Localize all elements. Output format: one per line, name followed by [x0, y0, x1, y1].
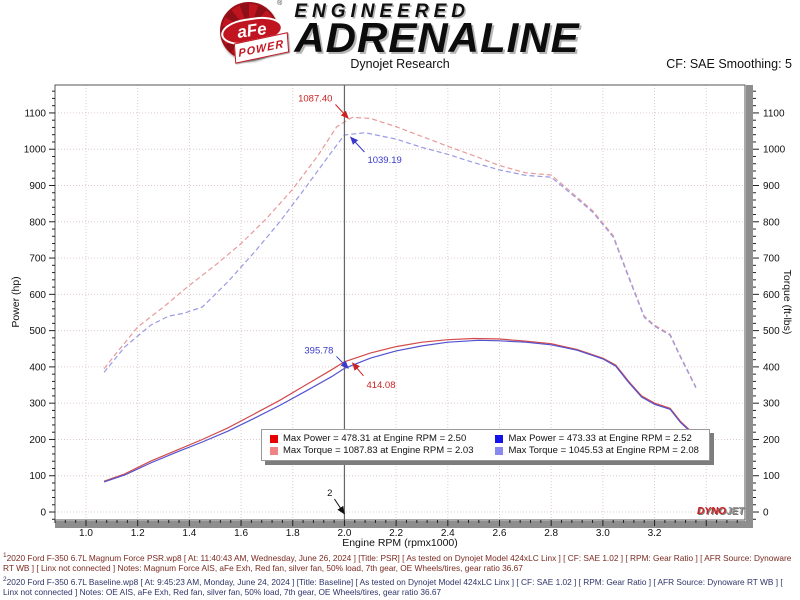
svg-text:2.8: 2.8	[544, 528, 558, 539]
legend-swatch-icon	[270, 434, 278, 443]
svg-text:0: 0	[763, 508, 769, 519]
legend: Max Power = 478.31 at Engine RPM = 2.50 M…	[261, 429, 710, 461]
legend-item-label: Max Power = 478.31 at Engine RPM = 2.50	[283, 433, 467, 444]
brand-engineered: ENGINEERED	[294, 1, 470, 22]
x-axis-label: Engine RPM (rpmx1000)	[342, 537, 458, 549]
legend-swatch-icon	[270, 446, 278, 455]
svg-text:600: 600	[763, 290, 780, 301]
svg-text:1.2: 1.2	[131, 528, 145, 539]
legend-item-label: Max Power = 473.33 at Engine RPM = 2.52	[508, 433, 692, 444]
run2-description: 22020 Ford F-350 6.7L Baseline.wp8 [ At:…	[3, 575, 783, 598]
legend-item: Max Power = 478.31 at Engine RPM = 2.50	[270, 433, 473, 444]
svg-text:2.4: 2.4	[441, 528, 455, 539]
svg-text:1.6: 1.6	[234, 528, 248, 539]
svg-text:2.2: 2.2	[389, 528, 403, 539]
svg-text:1.8: 1.8	[286, 528, 300, 539]
svg-text:500: 500	[29, 326, 46, 337]
legend-item: Max Torque = 1087.83 at Engine RPM = 2.0…	[270, 445, 473, 456]
svg-text:1.4: 1.4	[182, 528, 196, 539]
legend-swatch-icon	[495, 434, 504, 443]
legend-item: Max Power = 473.33 at Engine RPM = 2.52	[495, 433, 698, 444]
svg-text:500: 500	[763, 326, 780, 337]
svg-text:800: 800	[29, 217, 46, 228]
svg-text:1100: 1100	[24, 108, 46, 119]
afe-power-logo: aFe ® POWER	[219, 0, 289, 64]
svg-text:1000: 1000	[763, 145, 786, 156]
svg-text:3.2: 3.2	[648, 528, 662, 539]
svg-text:1000: 1000	[24, 145, 47, 156]
svg-text:2: 2	[327, 488, 332, 499]
y-axis-label-torque: Torque (ft-lbs)	[781, 269, 793, 335]
svg-text:800: 800	[763, 217, 780, 228]
svg-text:400: 400	[763, 362, 780, 373]
legend-item: Max Torque = 1045.53 at Engine RPM = 2.0…	[495, 445, 699, 456]
svg-text:700: 700	[29, 254, 46, 265]
header: aFe ® POWER ENGINEERED ADRENALINE	[0, 0, 800, 64]
dynojet-logo-jet: JET	[725, 506, 745, 517]
run-info-footer: 12020 Ford F-350 6.7L Magnum Force PSR.w…	[3, 551, 797, 599]
svg-text:200: 200	[29, 435, 46, 446]
svg-text:395.78: 395.78	[304, 345, 333, 356]
svg-text:300: 300	[29, 399, 46, 410]
svg-text:100: 100	[763, 471, 780, 482]
brand-adrenaline: ADRENALINE	[294, 14, 580, 61]
legend-swatch-icon	[495, 446, 504, 455]
legend-item-label: Max Torque = 1087.83 at Engine RPM = 2.0…	[283, 445, 474, 456]
svg-text:100: 100	[29, 471, 46, 482]
dynojet-logo: DYNOJET	[697, 506, 744, 517]
svg-text:2.0: 2.0	[337, 528, 351, 539]
svg-text:1.0: 1.0	[79, 528, 93, 539]
svg-text:700: 700	[763, 254, 780, 265]
svg-text:0: 0	[40, 508, 46, 519]
svg-text:200: 200	[763, 435, 780, 446]
svg-text:3.0: 3.0	[596, 528, 610, 539]
cf-smoothing-label: CF: SAE Smoothing: 5	[666, 57, 792, 71]
dynojet-logo-dyno: DYNO	[697, 506, 726, 517]
svg-text:900: 900	[29, 181, 46, 192]
svg-text:900: 900	[763, 181, 780, 192]
y-axis-label-power: Power (hp)	[10, 276, 22, 328]
svg-text:414.08: 414.08	[366, 380, 395, 391]
run1-description: 12020 Ford F-350 6.7L Magnum Force PSR.w…	[3, 552, 792, 574]
chart-title: Dynojet Research	[350, 57, 450, 71]
legend-item-label: Max Torque = 1045.53 at Engine RPM = 2.0…	[508, 445, 699, 456]
svg-text:2.6: 2.6	[493, 528, 507, 539]
svg-text:300: 300	[763, 399, 780, 410]
registered-mark: ®	[277, 0, 283, 7]
svg-text:1087.40: 1087.40	[298, 94, 332, 105]
svg-text:1039.19: 1039.19	[367, 155, 401, 166]
svg-text:400: 400	[29, 362, 46, 373]
svg-text:1100: 1100	[763, 108, 785, 119]
svg-text:600: 600	[29, 290, 46, 301]
